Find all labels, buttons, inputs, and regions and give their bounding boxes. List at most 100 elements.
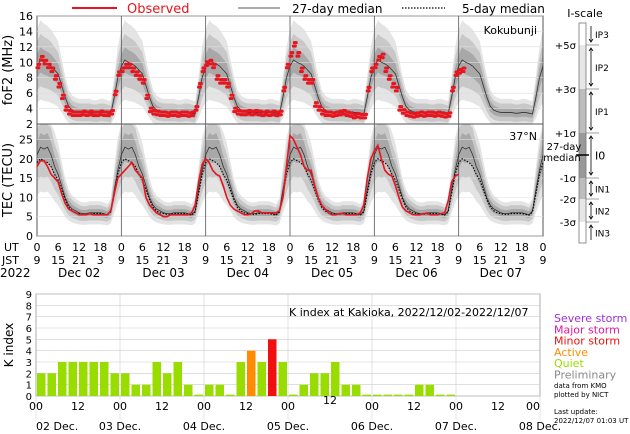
k-y-tick-label: 7 (26, 313, 32, 324)
observed-point (312, 78, 316, 82)
y-tick-label: 10 (19, 191, 33, 204)
observed-point (209, 62, 213, 66)
k-bar (152, 362, 161, 396)
jst-tick: 15 (473, 254, 487, 267)
k-bar (163, 373, 172, 396)
k-bar (268, 339, 277, 396)
jst-tick: 9 (287, 254, 294, 267)
observed-point (196, 105, 200, 109)
k-bar (446, 394, 455, 396)
k-legend-severe-storm: Severe storm (554, 312, 627, 325)
k-date-label: 05 Dec. (267, 420, 309, 433)
observed-point (117, 73, 122, 77)
k-bar (68, 362, 77, 396)
arrow-down-icon (588, 82, 594, 87)
k-bar (37, 373, 46, 396)
k-date-label: 06 Dec. (351, 420, 393, 433)
observed-point (230, 96, 234, 101)
k-bar (362, 394, 371, 396)
jst-tick: 15 (304, 254, 318, 267)
observed-point (128, 66, 132, 70)
observed-point (146, 93, 151, 97)
k-hour-tick: 12 (407, 400, 421, 413)
observed-line (36, 133, 460, 218)
ut-tick: 6 (139, 241, 146, 254)
ut-tick: 12 (325, 241, 339, 254)
ut-tick: 12 (157, 241, 171, 254)
observed-point (224, 78, 228, 82)
iscale-title: I-scale (567, 7, 603, 20)
observed-point (195, 108, 199, 112)
observed-point (318, 108, 322, 112)
observed-point (139, 77, 143, 81)
observed-point (59, 81, 63, 86)
k-bar (79, 362, 88, 396)
k-legend-preliminary: Preliminary (554, 369, 617, 382)
day-label: Dec 02 (58, 266, 100, 280)
observed-point (314, 104, 318, 108)
observed-point (58, 85, 62, 89)
iscale-class-label: IN2 (595, 208, 610, 218)
k-bar (100, 362, 109, 396)
k-legend-minor-storm: Minor storm (554, 335, 620, 348)
observed-point (396, 85, 400, 89)
ut-tick: 12 (72, 241, 86, 254)
jst-tick: 21 (157, 254, 171, 267)
k-hour-tick: 12 (491, 400, 505, 413)
arrow-up-icon (588, 47, 594, 52)
observed-point (385, 69, 389, 74)
observed-point (38, 62, 42, 66)
k-bar (383, 394, 392, 396)
k-bar (226, 394, 235, 396)
k-title: K index at Kakioka, 2022/12/02-2022/12/0… (289, 306, 528, 319)
iscale-level-label: +3σ (555, 85, 577, 96)
jst-tick: 21 (241, 254, 255, 267)
k-bar (194, 394, 203, 396)
jst-tick: 15 (51, 254, 65, 267)
observed-point (149, 110, 153, 114)
iscale-segment (579, 23, 586, 45)
k-bar (436, 394, 445, 396)
observed-point (403, 108, 407, 112)
jst-tick: 9 (118, 254, 125, 267)
observed-point (37, 66, 41, 70)
iscale-class-label: I0 (595, 150, 605, 163)
k-date-label: 07 Dec. (435, 420, 477, 433)
jst-tick: 15 (220, 254, 234, 267)
iscale-segment (579, 178, 586, 199)
ut-tick: 18 (262, 241, 276, 254)
observed-point (45, 58, 49, 62)
y-tick-label: 6 (26, 87, 33, 100)
observed-point (223, 81, 227, 85)
legend-5day-label: 5-day median (462, 2, 545, 16)
median27-line (36, 146, 544, 216)
observed-point (233, 110, 238, 114)
observed-point (132, 69, 136, 74)
observed-point (455, 73, 459, 77)
ut-tick: 18 (431, 241, 445, 254)
k-bar (142, 384, 151, 396)
observed-point (283, 89, 287, 93)
year-label: 2022 (0, 266, 31, 280)
observed-point (305, 74, 309, 78)
k-bar (289, 394, 298, 396)
y-tick-label: 12 (19, 41, 33, 54)
observed-point (40, 58, 44, 62)
observed-point (462, 69, 466, 74)
k-bar (320, 373, 329, 396)
k-update-label: Last update: (554, 408, 598, 416)
k-bar (215, 384, 224, 396)
jst-tick: 15 (135, 254, 149, 267)
observed-point (139, 74, 144, 78)
observed-point (202, 69, 206, 74)
iscale-level-label: +1σ (555, 129, 577, 140)
k-credit-data: data from KMO (554, 382, 607, 390)
ut-tick: 0 (371, 241, 378, 254)
observed-point (226, 85, 231, 89)
iscale-class-label: IN1 (595, 186, 610, 196)
observed-point (452, 85, 456, 89)
k-bar (394, 394, 403, 396)
observed-point (203, 66, 207, 70)
observed-point (315, 101, 319, 105)
